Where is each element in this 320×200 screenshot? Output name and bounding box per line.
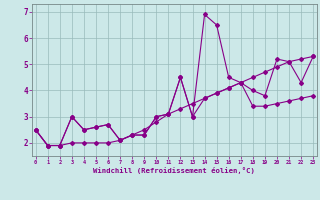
X-axis label: Windchill (Refroidissement éolien,°C): Windchill (Refroidissement éolien,°C) <box>93 167 255 174</box>
